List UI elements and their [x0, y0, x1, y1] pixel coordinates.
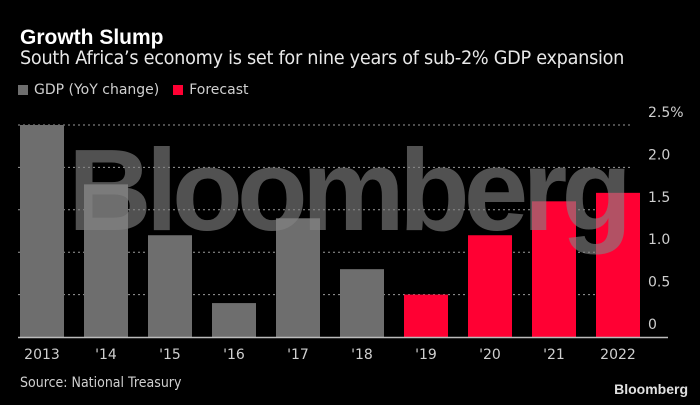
x-tick-label: 2022 — [600, 347, 636, 363]
chart-title: Growth Slump — [20, 26, 164, 49]
bar-gdp — [84, 184, 128, 337]
y-tick-label: 1.5 — [648, 190, 670, 206]
x-tick-label: '21 — [543, 347, 565, 363]
bar-forecast — [596, 192, 640, 337]
bar-gdp — [20, 125, 64, 337]
x-axis-ticks: 2013 '14 '15 '16 '17 '18 '19 '20 '21 2022 — [24, 347, 636, 363]
chart-subtitle: South Africa’s economy is set for nine y… — [20, 47, 625, 69]
x-tick-label: '17 — [287, 347, 309, 363]
legend: GDP (YoY change) Forecast — [18, 82, 256, 98]
x-tick-label: '18 — [351, 347, 373, 363]
legend-swatch-forecast — [173, 85, 184, 95]
x-tick-label: 2013 — [24, 347, 60, 363]
bar-gdp — [212, 303, 256, 337]
bar-gdp — [276, 218, 320, 337]
y-tick-label: 2.5% — [648, 105, 684, 121]
bar-forecast — [468, 235, 512, 337]
brand-logo: Bloomberg — [614, 381, 688, 397]
x-tick-label: '15 — [159, 347, 181, 363]
bar-forecast — [532, 201, 576, 337]
y-tick-label: 0.5 — [648, 275, 670, 291]
x-tick-label: '16 — [223, 347, 245, 363]
y-tick-label: 2.0 — [648, 147, 670, 163]
y-tick-label: 0 — [648, 317, 657, 333]
bar-gdp — [148, 235, 192, 337]
bars — [20, 125, 640, 337]
x-tick-label: '20 — [479, 347, 501, 363]
x-tick-label: '19 — [415, 347, 437, 363]
source-note: Source: National Treasury — [20, 375, 182, 391]
legend-item-gdp: GDP (YoY change) — [18, 82, 159, 98]
y-axis-ticks: 0 0.5 1.0 1.5 2.0 2.5% — [648, 105, 684, 333]
legend-swatch-gdp — [18, 85, 28, 95]
legend-label-gdp: GDP (YoY change) — [34, 82, 160, 98]
legend-item-forecast: Forecast — [173, 82, 248, 98]
x-tick-label: '14 — [95, 347, 117, 363]
y-tick-label: 1.0 — [648, 232, 670, 248]
bar-forecast — [404, 294, 448, 337]
legend-label-forecast: Forecast — [189, 82, 249, 98]
bar-gdp — [340, 269, 384, 337]
